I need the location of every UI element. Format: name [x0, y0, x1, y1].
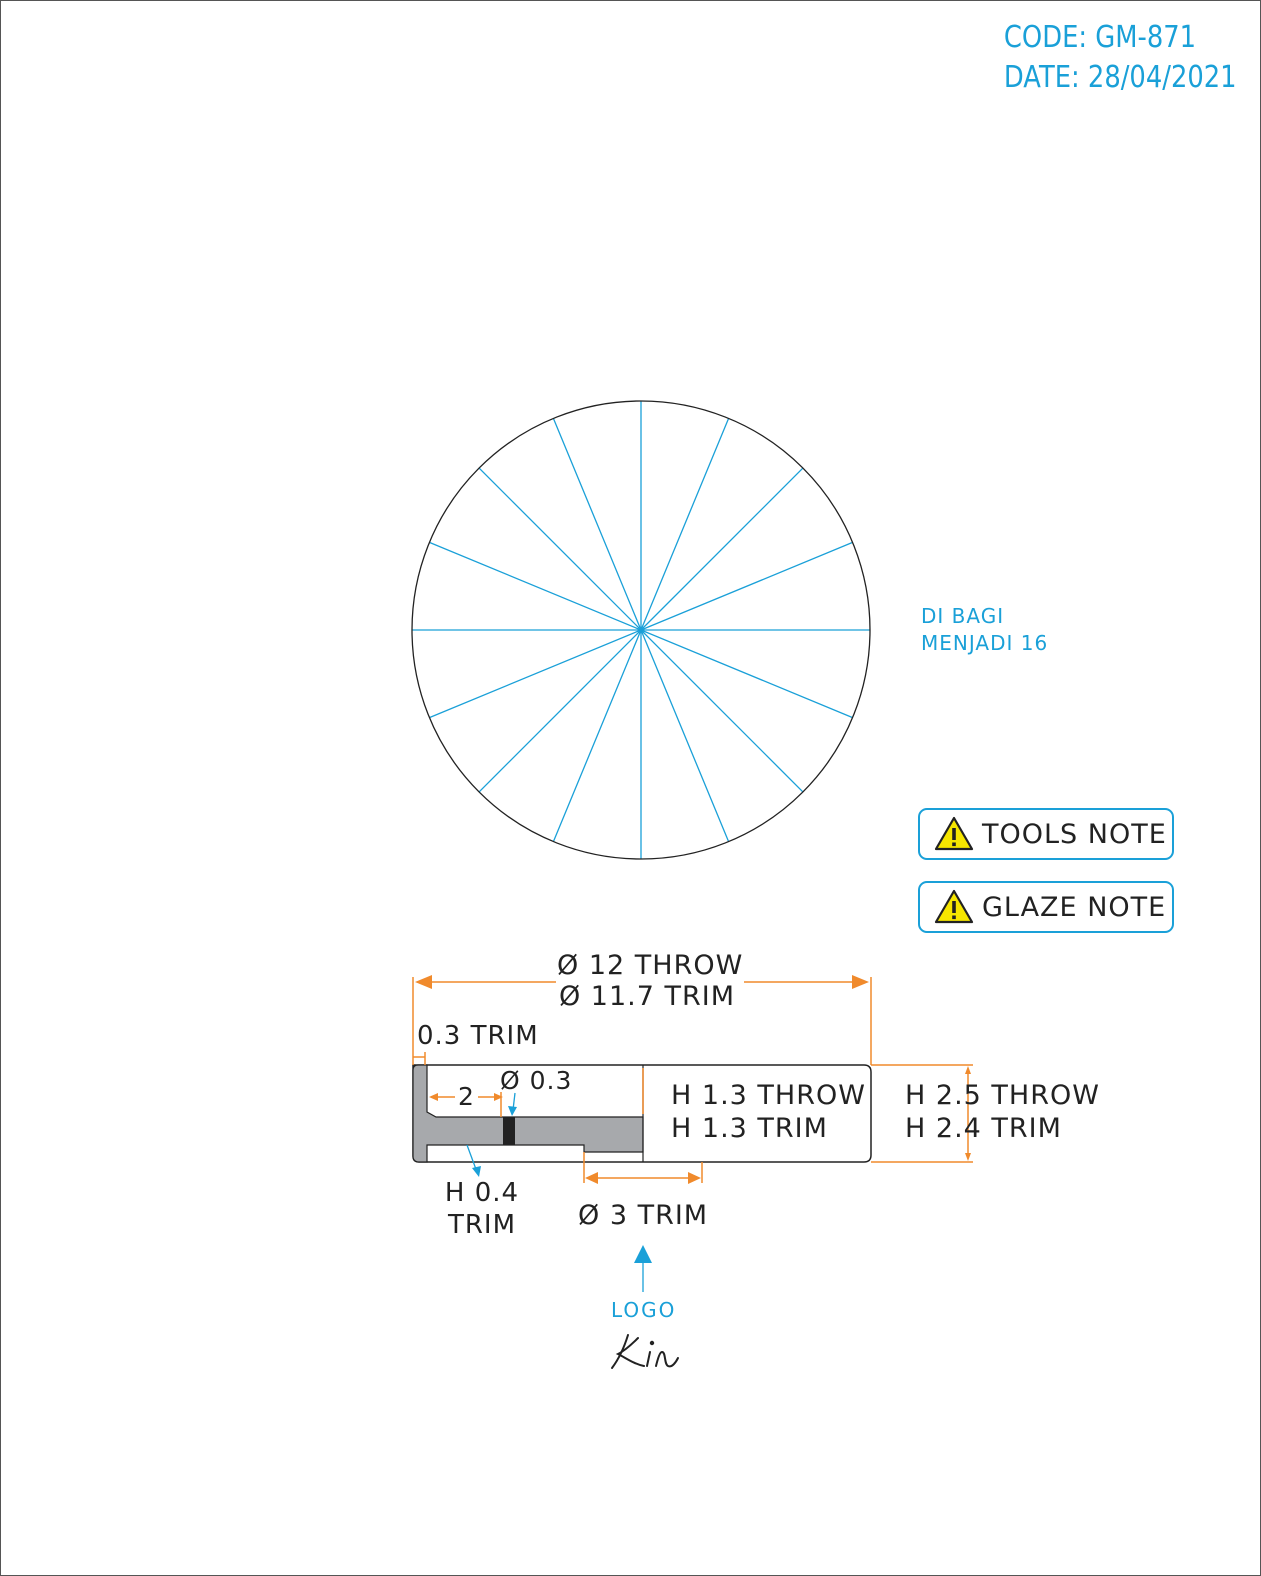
division-note-line1: DI BAGI: [921, 604, 1005, 628]
division-note: DI BAGI MENJADI 16: [921, 603, 1048, 657]
division-line: [640, 418, 730, 631]
title-block: CODE: GM-871 DATE: 28/04/2021: [1004, 18, 1237, 98]
foot-height-value: H 0.4: [444, 1178, 520, 1208]
rim-trim-label: 0.3 TRIM: [417, 1021, 539, 1051]
division-line: [429, 541, 642, 631]
logo-arrow-icon: [634, 1245, 652, 1263]
division-line: [552, 629, 642, 842]
division-line: [429, 629, 642, 719]
glaze-note-label: GLAZE NOTE: [982, 891, 1167, 923]
division-line: [478, 629, 642, 793]
drawing-date: DATE: 28/04/2021: [1004, 60, 1237, 95]
overall-diameter-label: Ø 12 THROW Ø 11.7 TRIM: [557, 950, 744, 1012]
division-line: [640, 467, 804, 631]
tools-note-label: TOOLS NOTE: [982, 818, 1167, 850]
division-line: [552, 418, 642, 631]
drawing-code: CODE: GM-871: [1004, 20, 1197, 55]
foot-height-trim: TRIM: [447, 1210, 517, 1240]
leader-lines: [466, 1092, 652, 1292]
warning-icon: [934, 889, 974, 924]
logo-label: LOGO: [611, 1298, 677, 1322]
division-lines: [412, 401, 870, 859]
plan-view: [411, 400, 871, 860]
plan-circle: [411, 400, 871, 860]
warning-icon: [934, 816, 974, 851]
total-height-throw: H 2.5 THROW: [905, 1080, 1100, 1111]
total-height-trim: H 2.4 TRIM: [905, 1113, 1062, 1144]
division-line: [478, 467, 642, 631]
dimension-lines: [412, 975, 973, 1184]
foot-height-label: H 0.4 TRIM: [437, 1177, 527, 1241]
tools-note-button[interactable]: TOOLS NOTE: [918, 808, 1174, 860]
hole-diameter-label: Ø 0.3: [500, 1066, 573, 1095]
overall-diameter-trim: Ø 11.7 TRIM: [558, 981, 736, 1012]
inner-height-trim: H 1.3 TRIM: [671, 1113, 828, 1144]
division-note-line2: MENJADI 16: [921, 631, 1049, 655]
inner-height-label: H 1.3 THROW H 1.3 TRIM: [671, 1079, 866, 1145]
total-height-label: H 2.5 THROW H 2.4 TRIM: [905, 1079, 1100, 1145]
foot-diameter-label: Ø 3 TRIM: [578, 1200, 709, 1231]
division-line: [640, 629, 730, 842]
division-line: [640, 629, 804, 793]
inner-height-throw: H 1.3 THROW: [671, 1080, 866, 1111]
hole-mark: [503, 1117, 515, 1145]
overall-diameter-throw: Ø 12 THROW: [557, 950, 744, 981]
inner-offset-label: 2: [458, 1082, 475, 1111]
division-line: [640, 541, 853, 631]
section-profile: [412, 1064, 644, 1163]
glaze-note-button[interactable]: GLAZE NOTE: [918, 881, 1174, 933]
logo-signature: [611, 1334, 679, 1369]
division-line: [640, 629, 853, 719]
